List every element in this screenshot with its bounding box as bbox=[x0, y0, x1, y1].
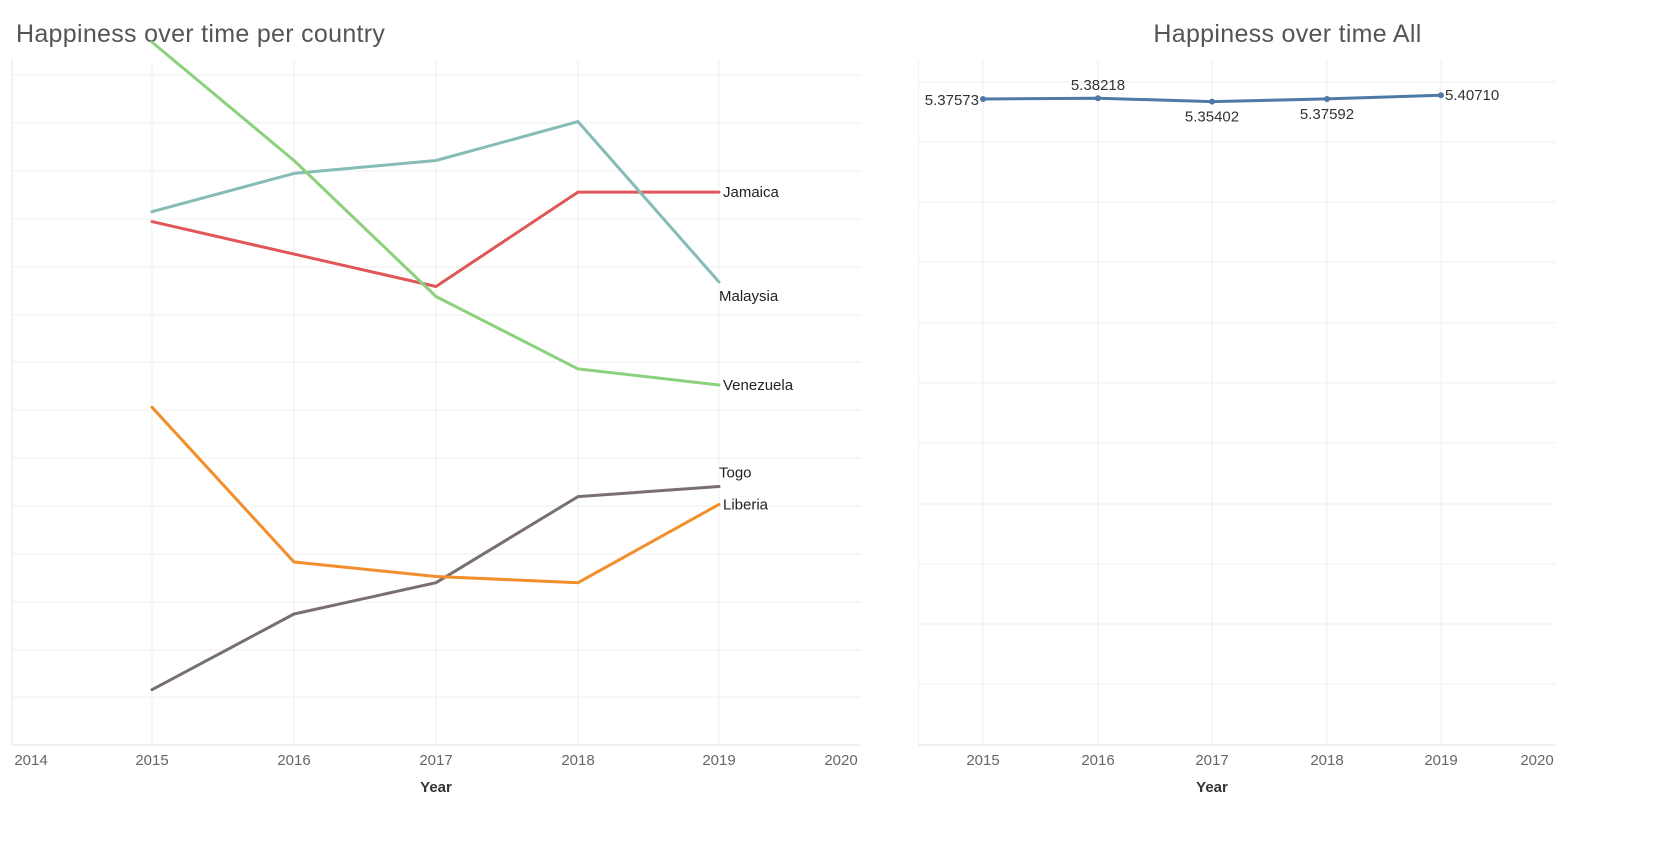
series-line-togo bbox=[150, 485, 721, 692]
x-tick-label: 2017 bbox=[419, 752, 452, 769]
data-point bbox=[1438, 92, 1444, 99]
series-label-jamaica: Jamaica bbox=[723, 184, 780, 201]
x-tick-label: 2017 bbox=[1195, 752, 1228, 769]
data-point bbox=[1095, 95, 1101, 102]
x-axis-title: Year bbox=[1196, 779, 1228, 796]
series-line-malaysia bbox=[150, 120, 721, 284]
series-label-venezuela: Venezuela bbox=[723, 377, 794, 394]
x-tick-label: 2018 bbox=[1310, 752, 1343, 769]
x-tick-label: 2016 bbox=[277, 752, 310, 769]
series-line-liberia bbox=[150, 405, 721, 585]
data-label: 5.38218 bbox=[1071, 77, 1125, 94]
x-tick-label: 2020 bbox=[824, 752, 857, 769]
x-axis-title: Year bbox=[420, 779, 452, 796]
series-label-malaysia: Malaysia bbox=[719, 288, 779, 305]
series-label-togo: Togo bbox=[719, 464, 752, 481]
series-line-venezuela bbox=[150, 40, 721, 387]
overall-chart-title: Happiness over time All bbox=[1153, 20, 1422, 48]
data-point bbox=[1324, 95, 1330, 102]
x-tick-label: 2020 bbox=[1520, 752, 1553, 769]
data-point bbox=[980, 95, 986, 102]
data-point bbox=[1209, 98, 1215, 105]
data-label: 5.37592 bbox=[1300, 106, 1354, 123]
data-label: 5.40710 bbox=[1445, 87, 1499, 104]
x-tick-label: 2015 bbox=[135, 752, 168, 769]
series-line-jamaica bbox=[150, 190, 721, 288]
x-tick-label: 2018 bbox=[561, 752, 594, 769]
country-chart-panel: Happiness over time per country 2014 2015… bbox=[11, 20, 861, 796]
country-chart-title: Happiness over time per country bbox=[16, 20, 386, 48]
data-label: 5.37573 bbox=[925, 92, 979, 109]
series-label-liberia: Liberia bbox=[723, 496, 769, 513]
x-tick-label: 2019 bbox=[1424, 752, 1457, 769]
country-line-chart: 2014 2015 2016 2017 2018 2019 2020 Year Jamaica M… bbox=[11, 40, 861, 796]
x-tick-label: 2016 bbox=[1081, 752, 1114, 769]
data-label: 5.35402 bbox=[1185, 109, 1239, 126]
overall-line-chart: 2014201520162017201820192020Year5.375735… bbox=[918, 60, 1556, 796]
x-tick-label: 2015 bbox=[966, 752, 999, 769]
overall-chart-panel: Happiness over time All 2014201520162017… bbox=[918, 0, 1657, 861]
x-tick-label: 2019 bbox=[702, 752, 735, 769]
x-tick-label: 2014 bbox=[14, 752, 47, 769]
